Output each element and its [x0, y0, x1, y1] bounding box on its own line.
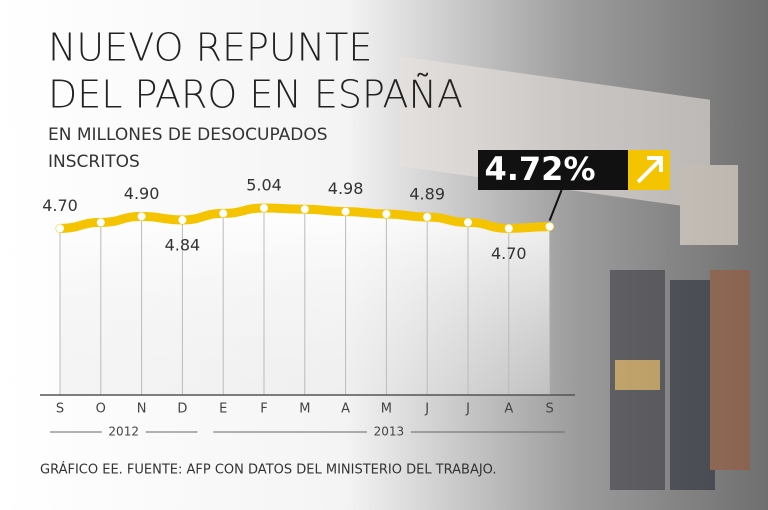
annotation-box	[478, 150, 628, 190]
x-tick-label: E	[219, 402, 227, 417]
x-tick-label: D	[177, 402, 187, 417]
x-tick-label: A	[341, 402, 350, 417]
x-tick-label: N	[137, 402, 147, 417]
x-tick-label: J	[465, 402, 470, 417]
value-label: 4.84	[165, 236, 201, 255]
point	[219, 209, 228, 218]
point	[260, 204, 268, 212]
point	[96, 218, 105, 227]
point	[504, 224, 513, 233]
x-tick-label: O	[96, 402, 106, 417]
point	[382, 210, 391, 218]
x-tick-label: S	[56, 402, 64, 417]
point	[300, 205, 309, 214]
annotation: 4.72%	[484, 150, 595, 188]
value-label: 4.70	[491, 244, 527, 263]
x-tick-label: F	[260, 402, 267, 417]
point	[545, 222, 554, 231]
value-label: 4.89	[409, 185, 445, 204]
point	[56, 224, 64, 233]
arrow-icon	[636, 156, 663, 184]
point	[137, 212, 146, 221]
value-label: 4.90	[124, 184, 160, 203]
x-tick-label: J	[424, 402, 429, 417]
x-tick-label: S	[545, 402, 553, 417]
annotation-pointer	[548, 189, 563, 221]
source: GRÁFICO EE. FUENTE: AFP CON DATOS DEL MI…	[40, 462, 497, 478]
point	[464, 218, 472, 227]
point	[178, 216, 187, 224]
subtitle: EN MILLONES DE DESOCUPADOS	[48, 125, 328, 145]
point	[423, 213, 432, 221]
year-label: 2013	[374, 425, 405, 439]
year-label: 2012	[108, 425, 139, 439]
x-tick-label: M	[299, 402, 310, 417]
title: NUEVO REPUNTE	[48, 26, 372, 70]
subtitle: INSCRITOS	[48, 152, 140, 172]
x-tick-label: M	[381, 402, 392, 417]
point	[341, 207, 350, 216]
value-label: 5.04	[246, 176, 282, 195]
x-tick-label: A	[504, 402, 513, 417]
title: DEL PARO EN ESPAÑA	[48, 73, 463, 117]
value-label: 4.70	[42, 196, 78, 215]
value-label: 4.98	[328, 179, 364, 198]
